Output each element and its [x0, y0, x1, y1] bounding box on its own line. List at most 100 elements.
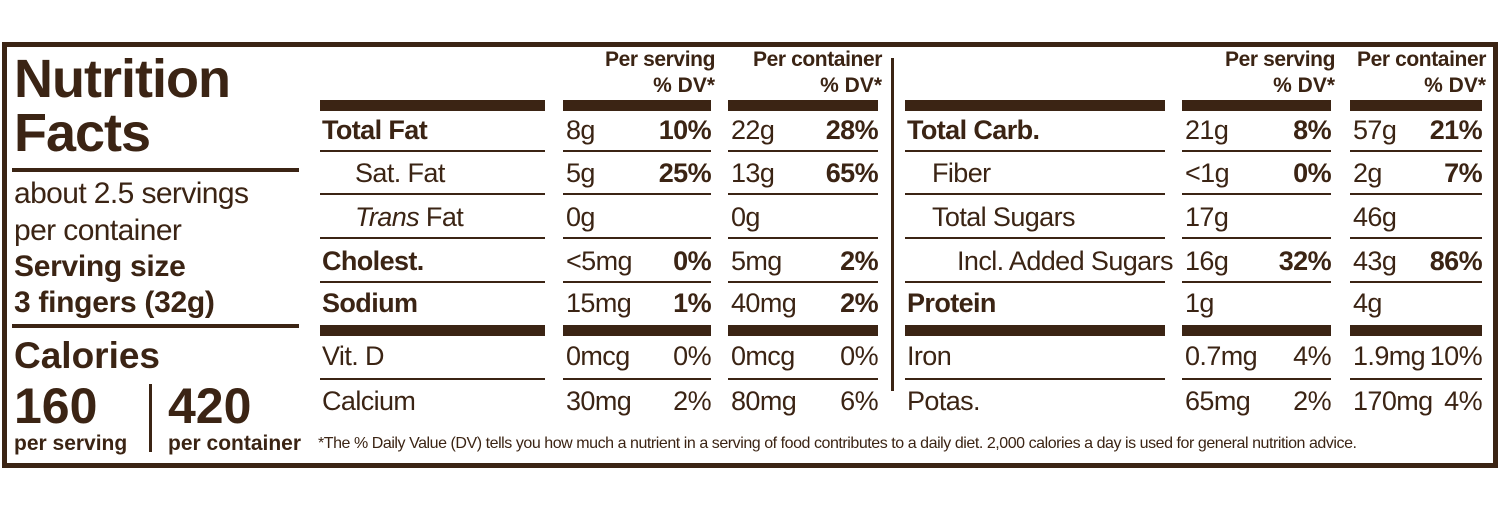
nutrient-name-italic: Trans: [355, 202, 420, 232]
calories-per-container-label: per container: [168, 432, 302, 455]
rule: [728, 281, 878, 283]
daily-value: 28%: [825, 115, 879, 145]
nutrient-name: Iron: [907, 341, 952, 371]
amount: 65mg: [1185, 386, 1251, 416]
rule: [905, 325, 1165, 336]
rule: [905, 150, 1165, 152]
rule: [1350, 150, 1482, 152]
nutrient-name: Total Sugars: [932, 202, 1075, 232]
rule: [1350, 378, 1482, 380]
nutrient-name-text: Vit. D: [322, 341, 385, 371]
amount: <5mg: [566, 246, 633, 276]
amount: 5g: [566, 158, 595, 188]
rule: [1350, 237, 1482, 239]
daily-value: 10%: [1429, 341, 1483, 371]
nutrient-name-text: Iron: [907, 341, 952, 371]
amount: 13g: [731, 158, 775, 188]
nutrient-name-text: Sat. Fat: [355, 158, 445, 188]
amount: 40mg: [731, 288, 797, 318]
column-header: Per serving: [605, 48, 715, 71]
rule: [1182, 150, 1331, 152]
rule: [905, 193, 1165, 195]
rule: [1182, 281, 1331, 283]
rule: [320, 100, 545, 111]
nutrient-name-text: Calcium: [322, 386, 416, 416]
rule: [728, 237, 878, 239]
nutrient-name: Cholest.: [322, 246, 424, 276]
column-header-dv: % DV*: [820, 74, 882, 97]
daily-value: 2%: [840, 246, 878, 276]
nutrient-name-text: Total Carb.: [907, 115, 1040, 145]
serving-size-label: Serving size: [14, 250, 186, 283]
daily-value: 0%: [673, 341, 711, 371]
amount: 0mcg: [731, 341, 795, 371]
amount: 0.7mg: [1185, 341, 1258, 371]
nutrient-name: Trans Fat: [355, 202, 464, 232]
rule: [320, 281, 545, 283]
daily-value: 2%: [673, 386, 711, 416]
daily-value: 6%: [840, 386, 878, 416]
rule: [563, 150, 711, 152]
rule: [728, 378, 878, 380]
nutrient-name: Incl. Added Sugars: [957, 246, 1173, 276]
nutrition-label: [2, 42, 1498, 468]
nutrient-name-text: Potas.: [907, 386, 981, 416]
column-header-dv: % DV*: [1424, 74, 1486, 97]
rule: [563, 193, 711, 195]
rule: [563, 100, 711, 111]
serving-size: 3 fingers (32g): [14, 286, 215, 319]
rule: [905, 378, 1165, 380]
nutrient-name: Protein: [907, 288, 996, 318]
rule: [320, 378, 545, 380]
servings-per-container: about 2.5 servings per container: [14, 177, 249, 247]
rule: [563, 378, 711, 380]
nutrient-name-text: Incl. Added Sugars: [957, 246, 1173, 276]
rule: [728, 193, 878, 195]
rule: [1182, 237, 1331, 239]
amount: 46g: [1353, 202, 1397, 232]
column-header: Per serving: [1225, 48, 1335, 71]
nutrient-name: Sat. Fat: [355, 158, 445, 188]
daily-value: 4%: [1444, 386, 1482, 416]
nutrient-name-text: Protein: [907, 288, 996, 318]
daily-value: 0%: [1293, 158, 1331, 188]
amount: 22g: [731, 115, 775, 145]
daily-value: 8%: [1293, 115, 1331, 145]
rule: [905, 281, 1165, 283]
nutrient-name: Total Fat: [322, 115, 428, 145]
daily-value: 0%: [840, 341, 878, 371]
amount: 16g: [1185, 246, 1229, 276]
rule: [1182, 100, 1331, 111]
rule: [728, 325, 878, 336]
rule: [563, 325, 711, 336]
daily-value: 7%: [1444, 158, 1482, 188]
amount: 17g: [1185, 202, 1229, 232]
rule: [1182, 193, 1331, 195]
amount: 0g: [731, 202, 760, 232]
rule: [12, 168, 299, 172]
daily-value: 4%: [1293, 341, 1331, 371]
rule: [12, 324, 299, 328]
nutrient-name: Vit. D: [322, 341, 385, 371]
calories-per-serving-label: per serving: [14, 432, 128, 455]
title: Nutrition Facts: [14, 49, 231, 163]
rule: [563, 281, 711, 283]
rule: [1350, 100, 1482, 111]
amount: 0mcg: [566, 341, 630, 371]
divider: [149, 384, 152, 452]
daily-value: 21%: [1429, 115, 1483, 145]
column-header-dv: % DV*: [653, 74, 715, 97]
amount: 80mg: [731, 386, 797, 416]
rule: [728, 100, 878, 111]
rule: [1182, 325, 1331, 336]
amount: 170mg: [1353, 386, 1433, 416]
amount: 2g: [1353, 158, 1382, 188]
calories-per-container: 420: [168, 378, 252, 434]
nutrient-name: Sodium: [322, 288, 418, 318]
daily-value: 65%: [825, 158, 879, 188]
amount: 4g: [1353, 288, 1382, 318]
nutrient-name-text: Cholest.: [322, 246, 424, 276]
amount: <1g: [1185, 158, 1230, 188]
daily-value: 2%: [1293, 386, 1331, 416]
